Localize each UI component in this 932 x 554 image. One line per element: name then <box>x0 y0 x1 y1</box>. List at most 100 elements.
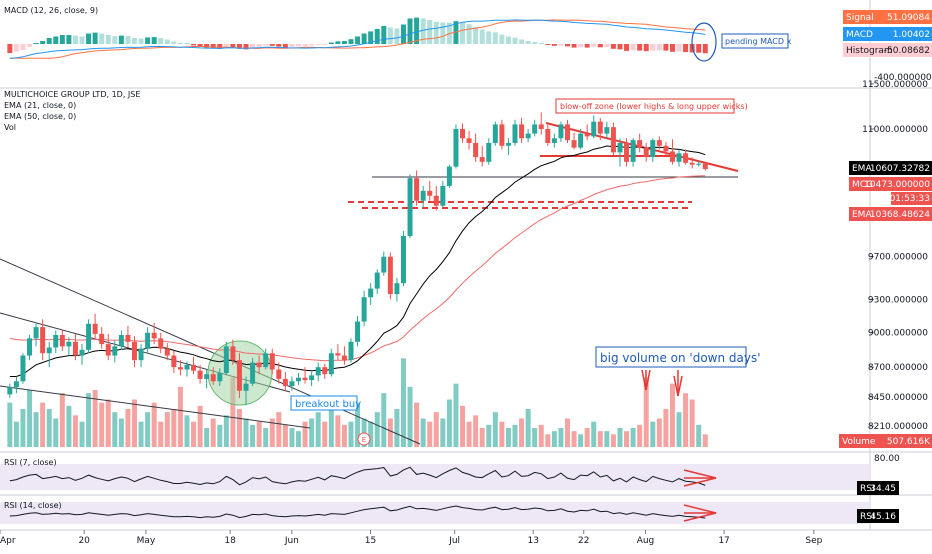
candle-body[interactable] <box>79 349 85 356</box>
candle-body[interactable] <box>676 153 682 162</box>
candle-body[interactable] <box>118 335 124 347</box>
candle-body[interactable] <box>72 341 78 356</box>
candle-body[interactable] <box>250 362 256 384</box>
candle-body[interactable] <box>355 321 361 342</box>
candle-body[interactable] <box>53 335 59 348</box>
candle-body[interactable] <box>414 178 420 201</box>
candle-body[interactable] <box>460 129 466 139</box>
candle-body[interactable] <box>374 272 380 289</box>
candle-body[interactable] <box>669 151 675 162</box>
candle-body[interactable] <box>223 346 229 374</box>
candle-body[interactable] <box>440 185 446 206</box>
candle-body[interactable] <box>597 121 603 134</box>
candle-body[interactable] <box>381 256 387 273</box>
candle-body[interactable] <box>617 142 623 153</box>
candle-body[interactable] <box>433 195 439 206</box>
candle-body[interactable] <box>689 162 695 165</box>
candle-body[interactable] <box>578 133 584 148</box>
candle-body[interactable] <box>663 145 669 152</box>
candle-body[interactable] <box>46 347 52 354</box>
candle-body[interactable] <box>282 378 288 387</box>
candle-body[interactable] <box>112 346 118 356</box>
candle-body[interactable] <box>164 348 170 356</box>
candle-body[interactable] <box>125 335 131 342</box>
candle-body[interactable] <box>427 190 433 196</box>
candle-body[interactable] <box>643 147 649 158</box>
candle-body[interactable] <box>302 377 308 381</box>
candle-body[interactable] <box>13 381 19 388</box>
candle-body[interactable] <box>446 166 452 186</box>
event-marker-circle[interactable] <box>357 432 371 446</box>
candle-body[interactable] <box>407 178 413 236</box>
candle-body[interactable] <box>604 127 610 134</box>
candle-body[interactable] <box>683 153 689 163</box>
candle-body[interactable] <box>610 127 616 153</box>
candle-body[interactable] <box>158 338 164 349</box>
candle-body[interactable] <box>210 374 216 382</box>
candle-body[interactable] <box>650 140 656 158</box>
candle-body[interactable] <box>394 283 400 295</box>
candle-body[interactable] <box>269 353 275 370</box>
candle-body[interactable] <box>512 124 518 143</box>
candle-body[interactable] <box>558 124 564 139</box>
candle-body[interactable] <box>466 138 472 143</box>
candle-body[interactable] <box>387 256 393 295</box>
candle-body[interactable] <box>131 341 137 361</box>
candle-body[interactable] <box>105 344 111 356</box>
candle-body[interactable] <box>256 362 262 368</box>
candle-body[interactable] <box>335 353 341 356</box>
candle-body[interactable] <box>473 142 479 158</box>
candle-body[interactable] <box>296 377 302 382</box>
candle-body[interactable] <box>40 327 46 354</box>
candle-body[interactable] <box>453 129 459 167</box>
candle-body[interactable] <box>499 124 505 146</box>
candle-body[interactable] <box>696 163 702 165</box>
candle-body[interactable] <box>532 124 538 134</box>
candle-body[interactable] <box>33 327 39 339</box>
candle-body[interactable] <box>564 124 570 141</box>
candle-body[interactable] <box>86 323 92 350</box>
candle-body[interactable] <box>505 142 511 146</box>
candle-body[interactable] <box>361 297 367 322</box>
candle-body[interactable] <box>236 360 242 391</box>
candle-body[interactable] <box>177 367 183 370</box>
candle-body[interactable] <box>20 355 26 382</box>
candle-body[interactable] <box>368 288 374 298</box>
candle-body[interactable] <box>637 140 643 148</box>
candle-body[interactable] <box>525 133 531 139</box>
candle-body[interactable] <box>184 364 190 370</box>
candle-body[interactable] <box>217 373 223 382</box>
candle-body[interactable] <box>66 341 72 347</box>
candle-body[interactable] <box>702 163 708 170</box>
candle-body[interactable] <box>624 142 630 162</box>
candle-body[interactable] <box>486 142 492 162</box>
candle-body[interactable] <box>479 157 485 162</box>
candle-body[interactable] <box>138 348 144 361</box>
candle-body[interactable] <box>315 367 321 376</box>
candle-body[interactable] <box>145 332 151 349</box>
candle-body[interactable] <box>571 140 577 148</box>
candle-body[interactable] <box>289 381 295 387</box>
candle-body[interactable] <box>492 124 498 143</box>
candle-body[interactable] <box>309 375 315 381</box>
candle-body[interactable] <box>420 190 426 201</box>
candle-body[interactable] <box>322 367 328 375</box>
candle-body[interactable] <box>243 383 249 391</box>
candle-body[interactable] <box>197 370 203 379</box>
candle-body[interactable] <box>7 387 13 395</box>
candle-body[interactable] <box>151 332 157 339</box>
candle-body[interactable] <box>27 338 33 356</box>
candle-body[interactable] <box>263 353 269 368</box>
candle-body[interactable] <box>584 133 590 137</box>
candle-body[interactable] <box>276 369 282 379</box>
candle-body[interactable] <box>551 138 557 143</box>
candle-body[interactable] <box>92 323 98 334</box>
candle-body[interactable] <box>99 333 105 345</box>
candle-body[interactable] <box>400 235 406 284</box>
candle-body[interactable] <box>538 124 544 129</box>
candle-body[interactable] <box>204 374 210 379</box>
candle-body[interactable] <box>59 335 65 347</box>
candle-body[interactable] <box>545 129 551 143</box>
